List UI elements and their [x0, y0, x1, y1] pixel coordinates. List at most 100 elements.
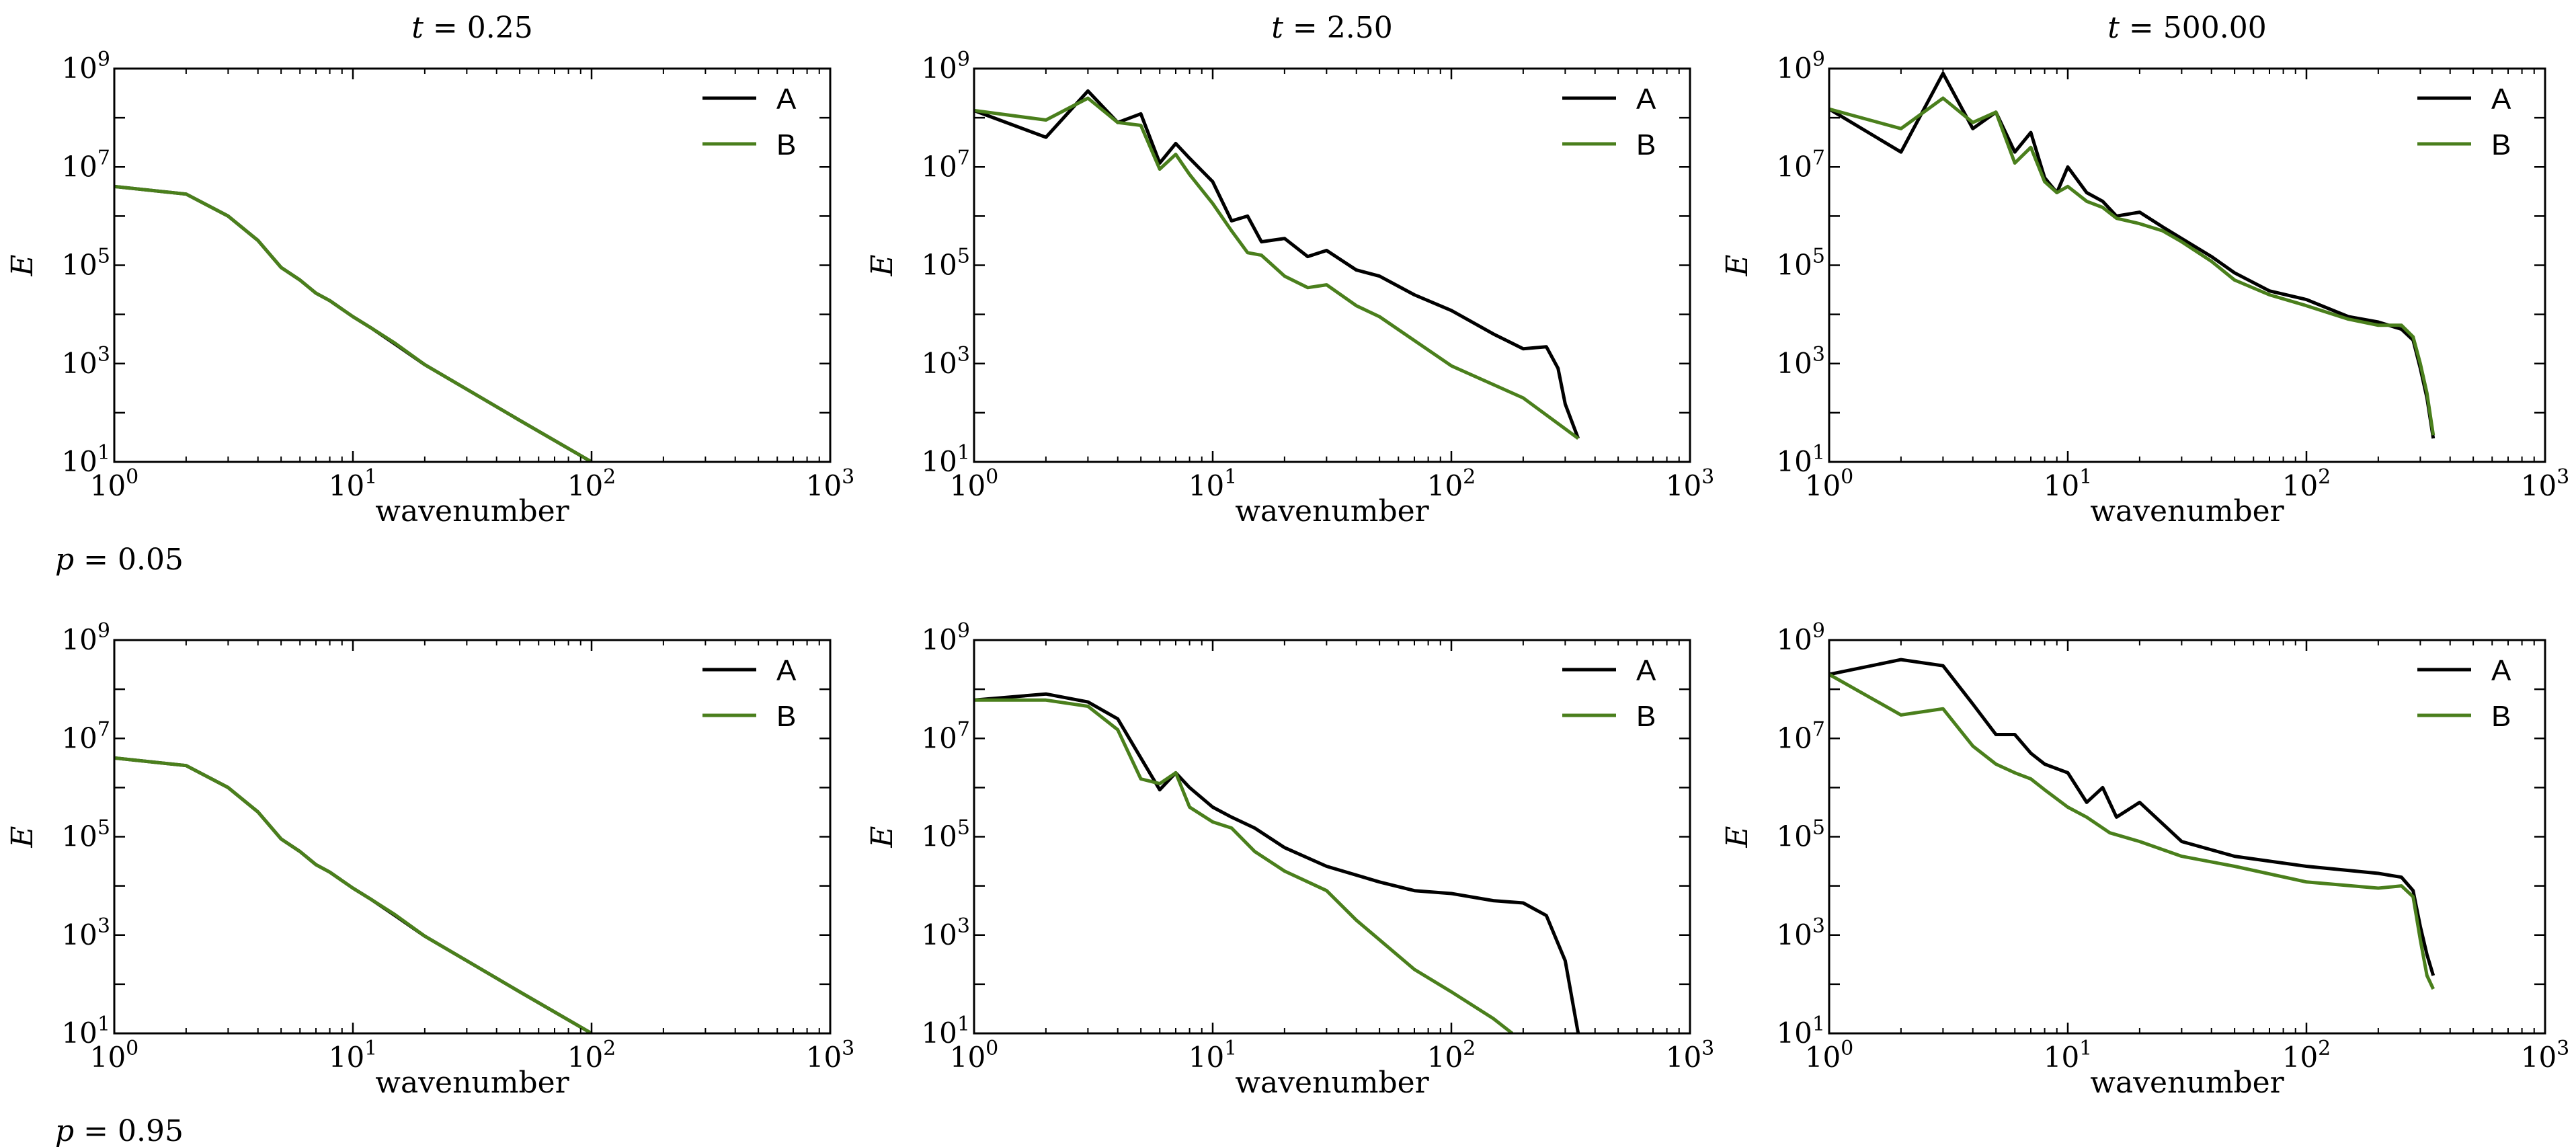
series-line-b — [974, 698, 1514, 1033]
plot-frame — [1828, 67, 2546, 463]
legend-label-b: B — [2491, 128, 2511, 161]
legend-label-a: A — [1636, 83, 1656, 116]
y-tick-label: 105 — [61, 816, 110, 853]
series-line-b — [114, 756, 593, 1033]
y-tick-label: 109 — [61, 48, 110, 85]
legend-label-b: B — [1636, 700, 1656, 733]
x-tick-label: 101 — [2044, 465, 2093, 502]
y-tick-label: 101 — [1776, 1013, 1825, 1050]
series-line-a — [974, 692, 1580, 1033]
y-tick-label: 103 — [921, 343, 970, 380]
x-tick-label: 102 — [2282, 465, 2331, 502]
y-tick-label: 109 — [61, 619, 110, 656]
panels-group: 100 101 102 103101103105107109wavenumberEt … — [5, 11, 2569, 1147]
legend-label-b: B — [2491, 700, 2511, 733]
x-tick-label: 100 — [90, 465, 139, 502]
legend-label-a: A — [1636, 654, 1656, 687]
x-tick-label: 102 — [567, 465, 616, 502]
y-tick-label: 101 — [921, 1013, 970, 1050]
series-line-b — [114, 184, 593, 462]
y-tick-label: 105 — [921, 245, 970, 282]
row-label: p = 0.05 — [55, 543, 184, 577]
x-axis-label: wavenumber — [1235, 1066, 1429, 1100]
x-tick-label: 103 — [1666, 465, 1715, 502]
plot-frame — [113, 67, 832, 463]
series-line-b — [1829, 672, 2435, 990]
y-tick-label: 109 — [921, 48, 970, 85]
y-tick-label: 101 — [61, 441, 110, 478]
y-axis-label: E — [5, 254, 40, 276]
x-tick-label: 103 — [2521, 465, 2570, 502]
y-axis-label: E — [865, 826, 899, 848]
y-tick-label: 107 — [1776, 146, 1825, 183]
x-tick-label: 102 — [567, 1037, 616, 1074]
panel-3: 100 101 102 103101103105107109wavenumberEt … — [55, 11, 2569, 577]
x-tick-label: 101 — [329, 1037, 378, 1074]
y-tick-label: 101 — [61, 1013, 110, 1050]
x-axis-label: wavenumber — [375, 1066, 569, 1100]
panel-title: t = 0.25 — [411, 11, 533, 45]
legend-label-b: B — [1636, 128, 1656, 161]
x-tick-label: 103 — [806, 1037, 855, 1074]
y-tick-label: 101 — [1776, 441, 1825, 478]
series-line-b — [974, 96, 1580, 440]
x-tick-label: 101 — [2044, 1037, 2093, 1074]
y-tick-label: 103 — [921, 914, 970, 951]
x-tick-label: 100 — [950, 465, 999, 502]
y-tick-label: 107 — [1776, 717, 1825, 754]
series-line-b — [1829, 96, 2436, 436]
panel-2: 100 101 102 103101103105107109wavenumberEt … — [865, 11, 1714, 528]
y-axis-label: E — [865, 254, 899, 276]
y-tick-label: 103 — [61, 343, 110, 380]
y-tick-label: 107 — [921, 146, 970, 183]
x-tick-label: 102 — [1427, 465, 1476, 502]
legend-label-a: A — [776, 654, 797, 687]
x-axis-label: wavenumber — [1235, 494, 1429, 528]
y-tick-label: 105 — [921, 816, 970, 853]
x-tick-label: 100 — [950, 1037, 999, 1074]
x-tick-label: 103 — [806, 465, 855, 502]
panel-title: t = 500.00 — [2107, 11, 2266, 45]
x-tick-label: 102 — [2282, 1037, 2331, 1074]
y-tick-label: 109 — [921, 619, 970, 656]
x-tick-label: 103 — [2521, 1037, 2570, 1074]
y-tick-label: 103 — [61, 914, 110, 951]
y-tick-label: 109 — [1776, 48, 1825, 85]
y-tick-label: 101 — [921, 441, 970, 478]
row-label: p = 0.95 — [55, 1114, 184, 1147]
legend-label-b: B — [776, 700, 796, 733]
legend-label-a: A — [2491, 83, 2511, 116]
y-tick-label: 105 — [1776, 245, 1825, 282]
y-tick-label: 103 — [1776, 343, 1825, 380]
legend-label-b: B — [776, 128, 796, 161]
x-axis-label: wavenumber — [2090, 1066, 2284, 1100]
y-tick-label: 107 — [61, 717, 110, 754]
plot-frame — [1828, 639, 2546, 1035]
x-axis-label: wavenumber — [2090, 494, 2284, 528]
x-tick-label: 101 — [1189, 465, 1238, 502]
x-tick-label: 103 — [1666, 1037, 1715, 1074]
y-axis-label: E — [5, 826, 40, 848]
legend-label-a: A — [2491, 654, 2511, 687]
series-line-a — [974, 89, 1580, 439]
series-line-a — [1829, 71, 2436, 439]
x-tick-label: 100 — [1805, 465, 1854, 502]
y-tick-label: 105 — [61, 245, 110, 282]
series-line-a — [1829, 658, 2436, 976]
x-tick-label: 101 — [1189, 1037, 1238, 1074]
y-tick-label: 107 — [921, 717, 970, 754]
x-tick-label: 100 — [90, 1037, 139, 1074]
panel-6: 100 101 102 103101103105107109wavenumberEp … — [55, 619, 2569, 1147]
y-axis-label: E — [1720, 826, 1755, 848]
x-tick-label: 101 — [329, 465, 378, 502]
plot-frame — [973, 67, 1691, 463]
legend-label-a: A — [776, 83, 797, 116]
y-tick-label: 109 — [1776, 619, 1825, 656]
plot-frame — [113, 639, 832, 1035]
panel-1: 100 101 102 103101103105107109wavenumberEt … — [5, 11, 854, 528]
y-tick-label: 107 — [61, 146, 110, 183]
y-tick-label: 103 — [1776, 914, 1825, 951]
